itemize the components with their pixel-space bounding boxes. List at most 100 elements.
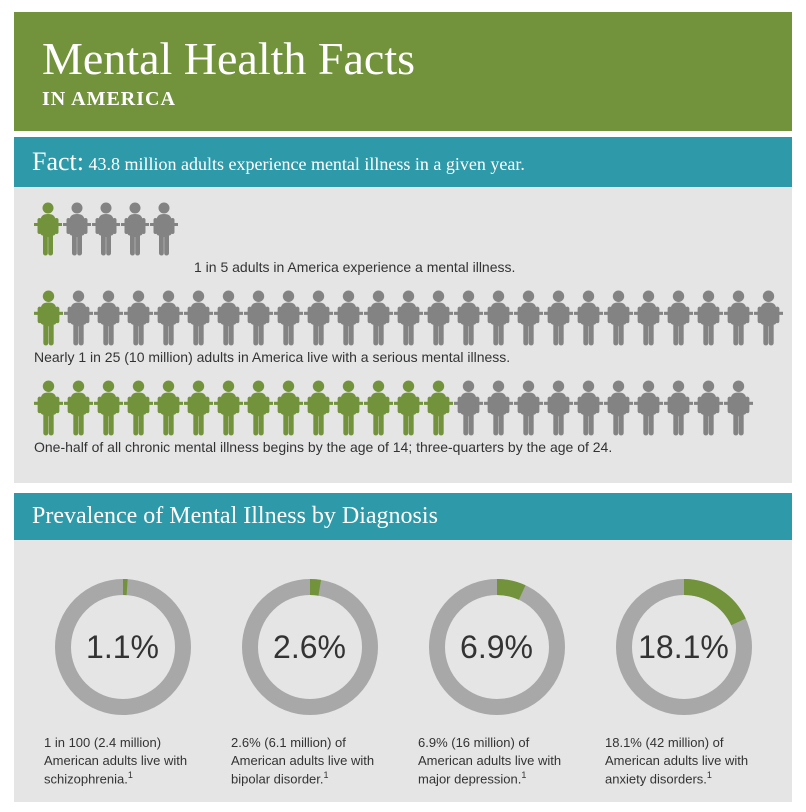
person-figure [514,379,543,435]
person-icon [424,379,453,437]
prevalence-panel: 1.1% 1 in 100 (2.4 million) American adu… [14,540,792,802]
person-figure [334,379,363,435]
fact-text: 43.8 million adults experience mental il… [89,154,525,174]
person-icon [274,289,303,347]
person-figure [304,379,333,435]
person-icon [214,289,243,347]
person-figure [544,289,573,345]
person-icon [484,289,513,347]
person-icon [364,379,393,437]
person-icon [64,289,93,347]
person-figure [184,289,213,345]
person-icon [34,379,63,437]
person-figure [214,379,243,435]
person-figure [394,289,423,345]
person-figure [34,201,62,257]
person-figure [124,289,153,345]
person-icon [694,289,723,347]
person-figure [694,379,723,435]
person-icon [754,289,783,347]
person-icon [34,201,62,257]
person-icon [184,379,213,437]
person-icon [724,289,753,347]
person-figure [244,379,273,435]
person-icon [244,379,273,437]
person-icon [304,289,333,347]
person-icon [184,289,213,347]
person-figure [274,379,303,435]
person-icon [544,289,573,347]
donut-chart: 6.9% [422,572,572,722]
person-icon [150,201,178,257]
person-figure [484,289,513,345]
person-icon [424,289,453,347]
person-icon [394,379,423,437]
people-row [34,379,772,435]
donut-chart: 1.1% [48,572,198,722]
person-icon [394,289,423,347]
person-figure [454,379,483,435]
page-subtitle: IN AMERICA [42,88,764,111]
person-figure [154,379,183,435]
person-icon [694,379,723,437]
donut-cell: 6.9% 6.9% (16 million) of American adult… [408,572,585,788]
person-icon [574,379,603,437]
person-figure [694,289,723,345]
person-icon [544,379,573,437]
person-figure [574,289,603,345]
person-icon [34,289,63,347]
person-figure [364,379,393,435]
person-figure [150,201,178,257]
donut-percent-label: 18.1% [609,572,759,722]
person-figure [64,289,93,345]
person-icon [634,289,663,347]
person-icon [244,289,273,347]
person-figure [92,201,120,257]
person-figure [34,379,63,435]
header-banner: Mental Health Facts IN AMERICA [14,12,792,131]
fact-bar: Fact: 43.8 million adults experience men… [14,137,792,187]
person-figure [724,379,753,435]
person-figure [94,379,123,435]
donut-percent-label: 1.1% [48,572,198,722]
person-figure [334,289,363,345]
donut-caption: 6.9% (16 million) of American adults liv… [408,734,585,788]
people-row-caption: 1 in 5 adults in America experience a me… [194,259,772,275]
donut-cell: 1.1% 1 in 100 (2.4 million) American adu… [34,572,211,788]
donut-percent-label: 2.6% [235,572,385,722]
person-icon [64,379,93,437]
person-icon [304,379,333,437]
person-figure [244,289,273,345]
person-figure [544,379,573,435]
prevalence-heading: Prevalence of Mental Illness by Diagnosi… [32,503,438,529]
person-icon [124,379,153,437]
person-icon [94,289,123,347]
fact-label: Fact: [32,147,84,176]
person-icon [364,289,393,347]
donut-chart: 18.1% [609,572,759,722]
person-figure [64,379,93,435]
people-row-caption: One-half of all chronic mental illness b… [34,439,772,455]
donut-cell: 18.1% 18.1% (42 million) of American adu… [595,572,772,788]
person-figure [634,379,663,435]
person-figure [634,289,663,345]
person-figure [184,379,213,435]
person-icon [121,201,149,257]
person-icon [724,379,753,437]
person-icon [334,379,363,437]
person-icon [63,201,91,257]
person-icon [664,379,693,437]
person-figure [454,289,483,345]
donut-caption: 1 in 100 (2.4 million) American adults l… [34,734,211,788]
person-icon [604,379,633,437]
people-row [34,201,772,257]
person-figure [154,289,183,345]
person-icon [484,379,513,437]
donut-chart: 2.6% [235,572,385,722]
person-figure [664,379,693,435]
person-figure [124,379,153,435]
donut-caption: 18.1% (42 million) of American adults li… [595,734,772,788]
person-figure [724,289,753,345]
person-figure [63,201,91,257]
person-icon [94,379,123,437]
